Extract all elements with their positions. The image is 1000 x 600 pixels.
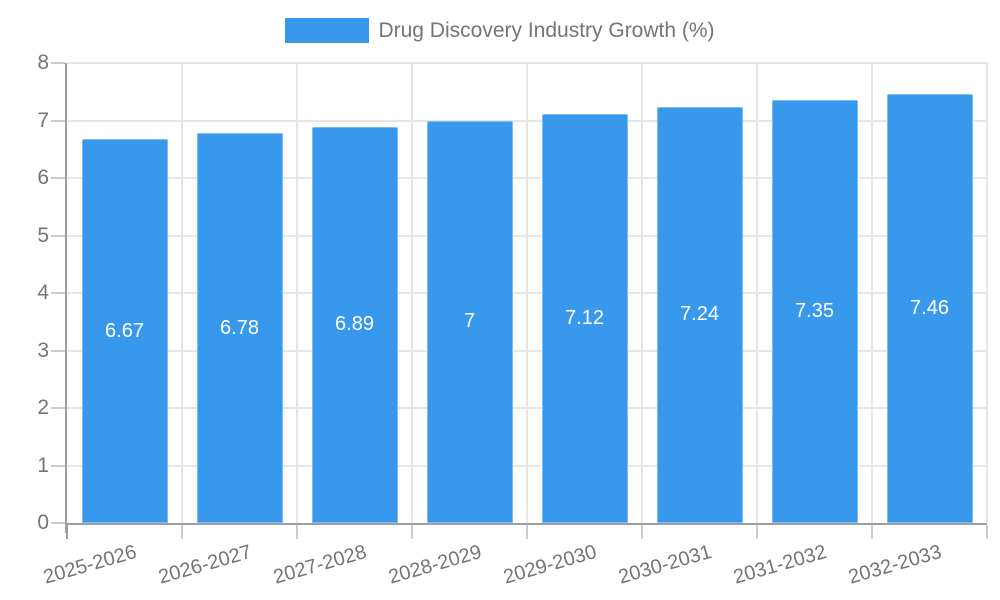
y-axis-label: 8 [37, 51, 49, 74]
plot-area: 0 1 2 3 4 5 6 7 8 6.67 6.78 6.89 7 7.12 7.24 7.35 7.46 20… [37, 51, 988, 589]
gridline-vertical [411, 63, 413, 523]
y-axis-tick [51, 407, 65, 409]
x-axis-tick [411, 525, 413, 539]
gridline-vertical [986, 63, 988, 523]
bar-2031-2032: 7.35 [771, 100, 858, 523]
bar-2030-2031: 7.24 [656, 106, 743, 523]
bar-value-label: 6.89 [335, 313, 374, 336]
x-axis-line [65, 523, 987, 525]
y-axis-line [65, 63, 67, 533]
x-axis-tick [526, 525, 528, 539]
y-axis-tick [51, 522, 65, 524]
y-axis-tick [51, 349, 65, 352]
gridline-vertical [296, 63, 298, 523]
chart-legend: Drug Discovery Industry Growth (%) [0, 18, 1000, 43]
bar-2029-2030: 7.12 [541, 113, 628, 523]
y-axis-label: 6 [37, 166, 49, 189]
bar-value-label: 7.35 [795, 300, 834, 323]
x-axis-tick [66, 525, 68, 539]
y-axis-tick [51, 177, 65, 179]
y-axis-tick [51, 62, 65, 64]
y-axis-label: 3 [37, 338, 49, 362]
bar-value-label: 7.24 [680, 303, 719, 326]
y-axis-tick [51, 234, 65, 237]
bar-value-label: 6.67 [105, 319, 144, 342]
x-axis-tick [296, 525, 298, 539]
bar-2028-2029: 7 [426, 120, 513, 523]
y-axis-tick [51, 119, 65, 122]
gridline-vertical [641, 63, 643, 523]
legend-swatch [285, 18, 370, 43]
gridline-vertical [871, 63, 873, 523]
bar-value-label: 7.46 [910, 297, 949, 320]
gridline-vertical [181, 63, 183, 523]
x-axis-tick [641, 525, 643, 539]
bar-2026-2027: 6.78 [196, 133, 283, 523]
bar-2027-2028: 6.89 [311, 126, 398, 523]
legend-label: Drug Discovery Industry Growth (%) [378, 18, 715, 42]
x-axis-tick [756, 525, 758, 539]
y-axis-label: 0 [37, 511, 49, 534]
y-axis-label: 5 [37, 223, 49, 247]
y-axis-label: 4 [37, 281, 49, 304]
gridline-vertical [526, 63, 528, 523]
bar-2032-2033: 7.46 [886, 94, 973, 523]
bar-2025-2026: 6.67 [81, 139, 168, 523]
y-axis-tick [51, 464, 65, 467]
x-axis-tick [986, 525, 988, 539]
gridline-vertical [756, 63, 758, 523]
bar-value-label: 6.78 [220, 316, 259, 339]
y-axis-label: 2 [37, 396, 49, 419]
y-axis-tick [51, 292, 65, 294]
bar-value-label: 7.12 [565, 306, 604, 329]
y-axis-label: 7 [37, 108, 49, 132]
x-axis-tick [871, 525, 873, 539]
y-axis-label: 1 [37, 453, 49, 477]
bar-value-label: 7 [463, 310, 476, 333]
x-axis-tick [181, 525, 183, 539]
